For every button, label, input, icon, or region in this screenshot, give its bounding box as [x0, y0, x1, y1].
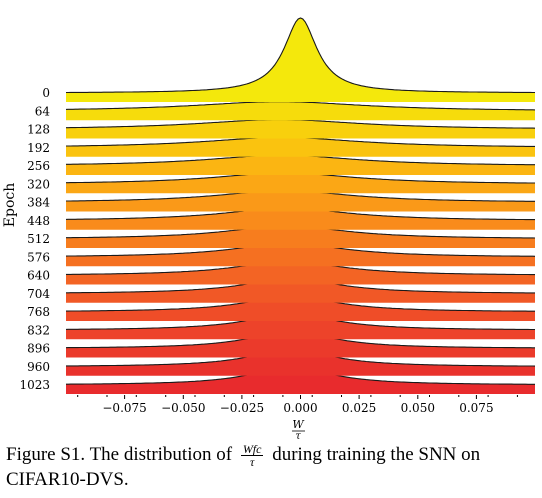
epoch-label: 960 — [27, 360, 50, 374]
epoch-label: 640 — [27, 269, 50, 283]
caption-fraction-denominator: τ — [249, 455, 255, 470]
y-axis-label: Epoch — [2, 183, 18, 227]
epoch-label: 896 — [27, 342, 50, 356]
epoch-label: 448 — [27, 214, 50, 228]
ridge-fill-epoch-512 — [66, 225, 535, 248]
x-axis-tick-label: −0.050 — [161, 401, 205, 415]
epoch-label: 0 — [42, 86, 50, 100]
caption-text-after: during training the SNN on CIFAR10-DVS. — [6, 444, 481, 491]
x-axis-label-denominator: τ — [295, 431, 301, 440]
caption-text-before: Figure S1. The distribution of — [6, 444, 233, 465]
epoch-label: 512 — [27, 232, 50, 246]
x-axis-tick-label: 0.025 — [342, 401, 376, 415]
ridge-fill-epoch-384 — [66, 190, 535, 212]
epoch-labels: 1023960896832768704640576512448384320256… — [19, 86, 50, 392]
x-axis-label-numerator: W — [292, 418, 305, 431]
ridge-fill-epoch-448 — [66, 208, 535, 230]
ridge-fill-epoch-64 — [66, 101, 535, 121]
epoch-label: 832 — [27, 323, 50, 337]
ridge-fill-epoch-320 — [66, 172, 535, 194]
x-axis-tick-label: 0.050 — [401, 401, 435, 415]
x-axis-tick-label: 0.000 — [283, 401, 317, 415]
epoch-label: 128 — [27, 123, 50, 137]
epoch-label: 256 — [27, 159, 50, 173]
x-axis-tick-label: −0.075 — [102, 401, 146, 415]
caption-fraction-numerator: Wfc — [240, 442, 264, 457]
ridge-fill-epoch-704 — [66, 278, 535, 303]
epoch-label: 192 — [27, 141, 50, 155]
ridge-fill-epoch-192 — [66, 137, 535, 157]
epoch-label: 576 — [27, 250, 50, 264]
ridge-fill-epoch-576 — [66, 243, 535, 267]
x-axis-tick-label: −0.025 — [220, 401, 264, 415]
ridge-outline-epoch-0 — [66, 17, 535, 94]
ridge-fill-epoch-256 — [66, 155, 535, 175]
epoch-label: 1023 — [19, 378, 50, 392]
ridges — [65, 17, 536, 394]
ridge-fill-epoch-768 — [66, 296, 535, 321]
caption-fraction: Wfc τ — [240, 442, 264, 470]
ridge-fill-epoch-640 — [66, 260, 535, 285]
ridge-fill-epoch-1023 — [66, 367, 535, 394]
x-axis-label: W τ — [292, 418, 305, 440]
ridge-fill-epoch-0 — [66, 18, 535, 102]
epoch-label: 384 — [27, 196, 50, 210]
ridge-fill-epoch-960 — [66, 349, 535, 376]
epoch-label: 768 — [27, 305, 50, 319]
ridge-fill-epoch-832 — [66, 313, 535, 340]
ridge-fill-epoch-128 — [66, 119, 535, 139]
epoch-label: 704 — [27, 287, 50, 301]
epoch-label: 320 — [27, 177, 50, 191]
x-axis: −0.075 −0.050 −0.025 0.000 0.025 0.050 0.075 — [77, 395, 518, 415]
ridgeline-chart: 1023960896832768704640576512448384320256… — [2, 17, 536, 440]
x-axis-tick-label: 0.075 — [459, 401, 493, 415]
figure-caption: Figure S1. The distribution of Wfc τ dur… — [6, 443, 536, 492]
ridge-fill-epoch-896 — [66, 331, 535, 358]
epoch-label: 64 — [35, 104, 51, 118]
